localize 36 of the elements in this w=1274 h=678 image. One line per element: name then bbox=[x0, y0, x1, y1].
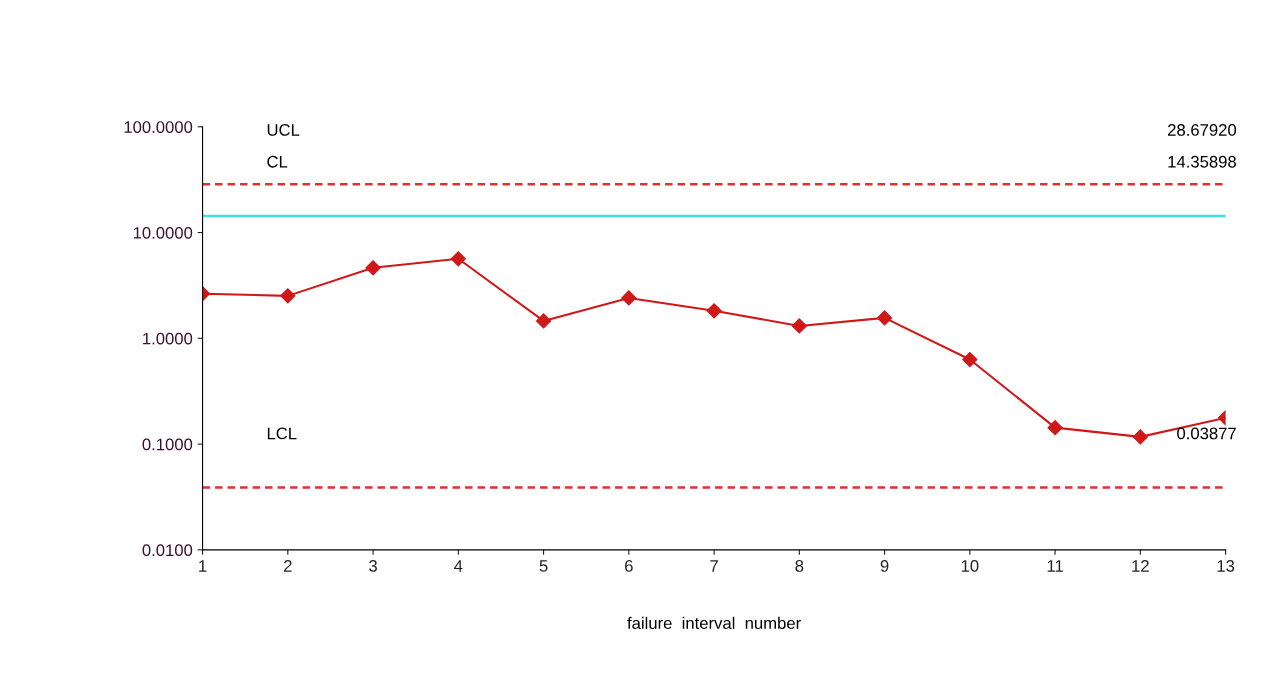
annotation: 14.35898 bbox=[1168, 155, 1236, 168]
y-tick-label: 100.0000 bbox=[124, 121, 193, 133]
point bbox=[450, 251, 466, 267]
point bbox=[1047, 420, 1063, 436]
ref-line-label: LCL bbox=[267, 427, 297, 440]
x-tick-label: 7 bbox=[710, 560, 718, 572]
y-tick-label: 0.0100 bbox=[142, 544, 193, 557]
ref-line-label: UCL bbox=[267, 124, 300, 136]
x-tick-label: 6 bbox=[625, 560, 633, 572]
point bbox=[536, 313, 552, 329]
annotation: 28.67920 bbox=[1168, 124, 1237, 136]
x-tick-label: 4 bbox=[454, 560, 463, 572]
ref-line-label: CL bbox=[267, 155, 288, 168]
point bbox=[962, 351, 978, 368]
x-axis-title: failure interval number bbox=[627, 616, 801, 630]
annotation: 0.03877 bbox=[1177, 427, 1236, 440]
x-tick-label: 9 bbox=[880, 560, 889, 572]
point bbox=[621, 290, 637, 306]
x-tick-label: 11 bbox=[1047, 560, 1063, 572]
x-tick-label: 3 bbox=[369, 560, 377, 572]
point bbox=[1132, 429, 1148, 445]
x-tick-label: 13 bbox=[1217, 560, 1235, 572]
point bbox=[706, 303, 722, 319]
x-tick-label: 1 bbox=[199, 560, 207, 572]
y-tick-label: 0.1000 bbox=[142, 438, 193, 451]
point bbox=[280, 288, 296, 304]
point bbox=[791, 318, 807, 334]
point bbox=[877, 310, 893, 326]
x-tick-label: 12 bbox=[1132, 560, 1149, 572]
x-tick-label: 2 bbox=[284, 560, 292, 572]
x-tick-label: 10 bbox=[961, 560, 979, 572]
point bbox=[365, 260, 381, 276]
y-tick-label: 1.0000 bbox=[143, 332, 193, 345]
x-tick-label: 8 bbox=[795, 560, 804, 572]
y-tick-label: 10.0000 bbox=[133, 226, 193, 239]
x-tick-label: 5 bbox=[539, 560, 548, 572]
